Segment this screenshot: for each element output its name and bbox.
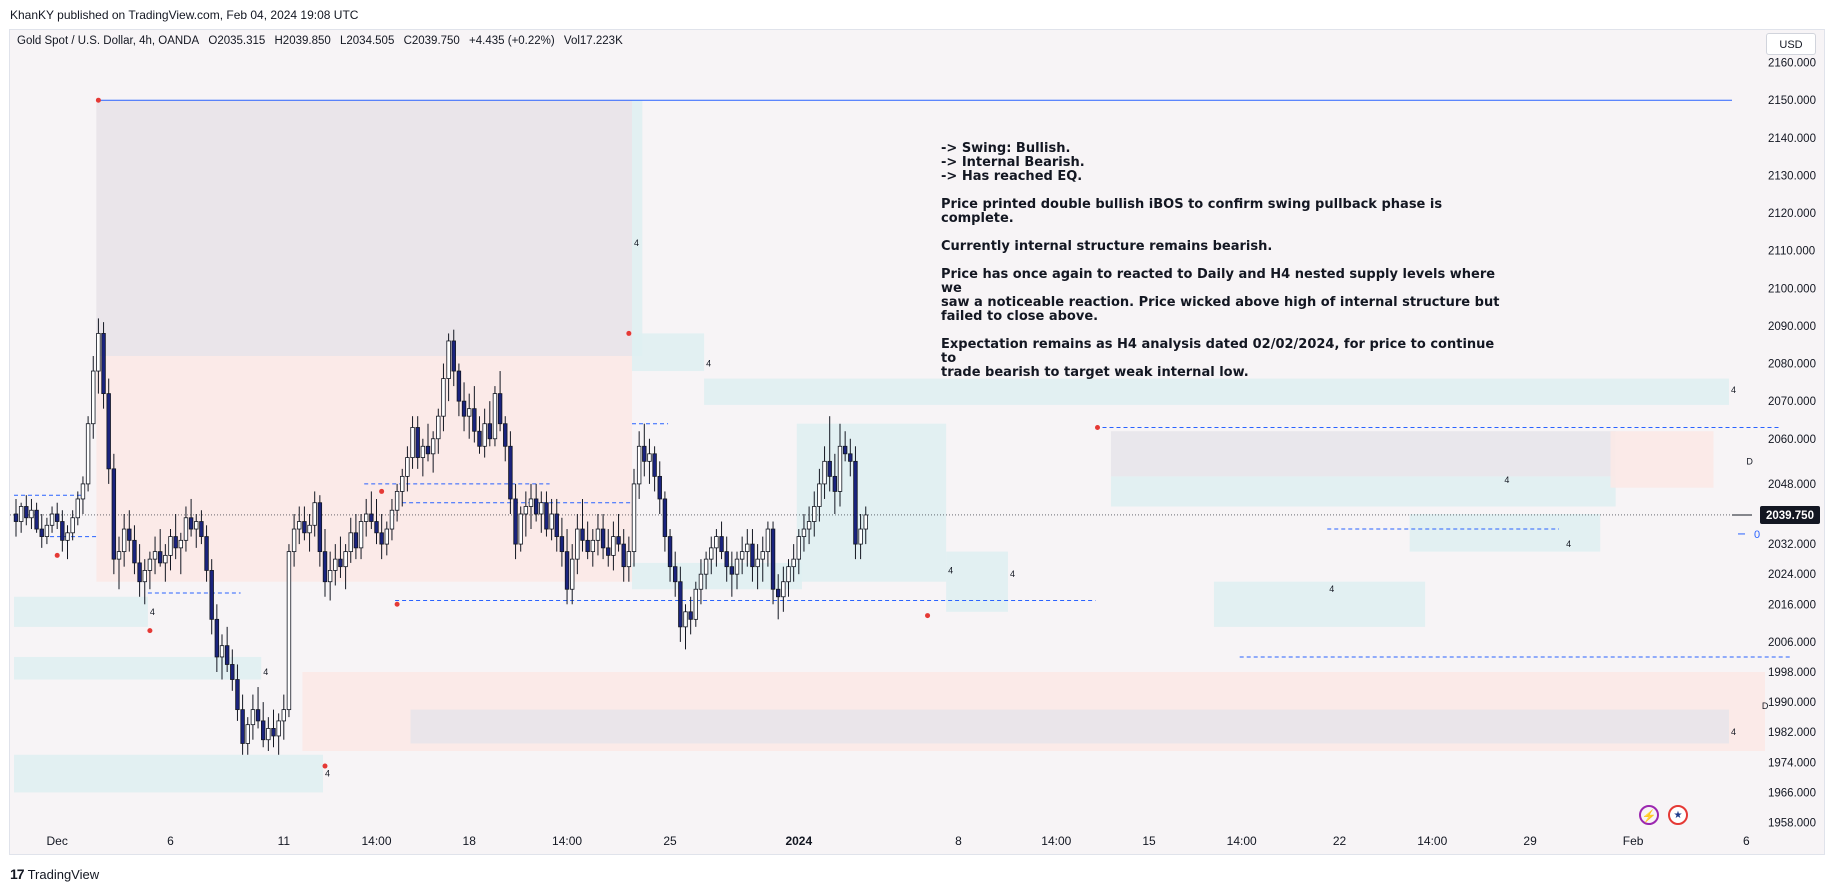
symbol-name[interactable]: Gold Spot / U.S. Dollar, 4h, OANDA: [17, 35, 200, 47]
ohlc-close: C2039.750: [403, 35, 460, 47]
ohlc-low: L2034.505: [339, 35, 395, 47]
footer-logo[interactable]: 17 TradingView: [10, 866, 99, 882]
publisher-line: KhanKY published on TradingView.com, Feb…: [10, 8, 359, 22]
tradingview-logo-icon: 17: [10, 866, 25, 882]
us-flag-icon[interactable]: ★: [1668, 805, 1688, 825]
ohlc-high: H2039.850: [274, 35, 331, 47]
price-change: +4.435 (+0.22%): [469, 35, 555, 47]
volume: Vol17.223K: [563, 35, 623, 47]
chart-frame[interactable]: [9, 29, 1825, 855]
footer-brand: TradingView: [27, 866, 100, 882]
symbol-legend: Gold Spot / U.S. Dollar, 4h, OANDA O2035…: [17, 35, 629, 47]
flash-icon[interactable]: ⚡: [1639, 805, 1659, 825]
ohlc-open: O2035.315: [208, 35, 266, 47]
currency-button[interactable]: USD: [1766, 33, 1816, 55]
analysis-note: -> Swing: Bullish. -> Internal Bearish. …: [941, 141, 1500, 380]
